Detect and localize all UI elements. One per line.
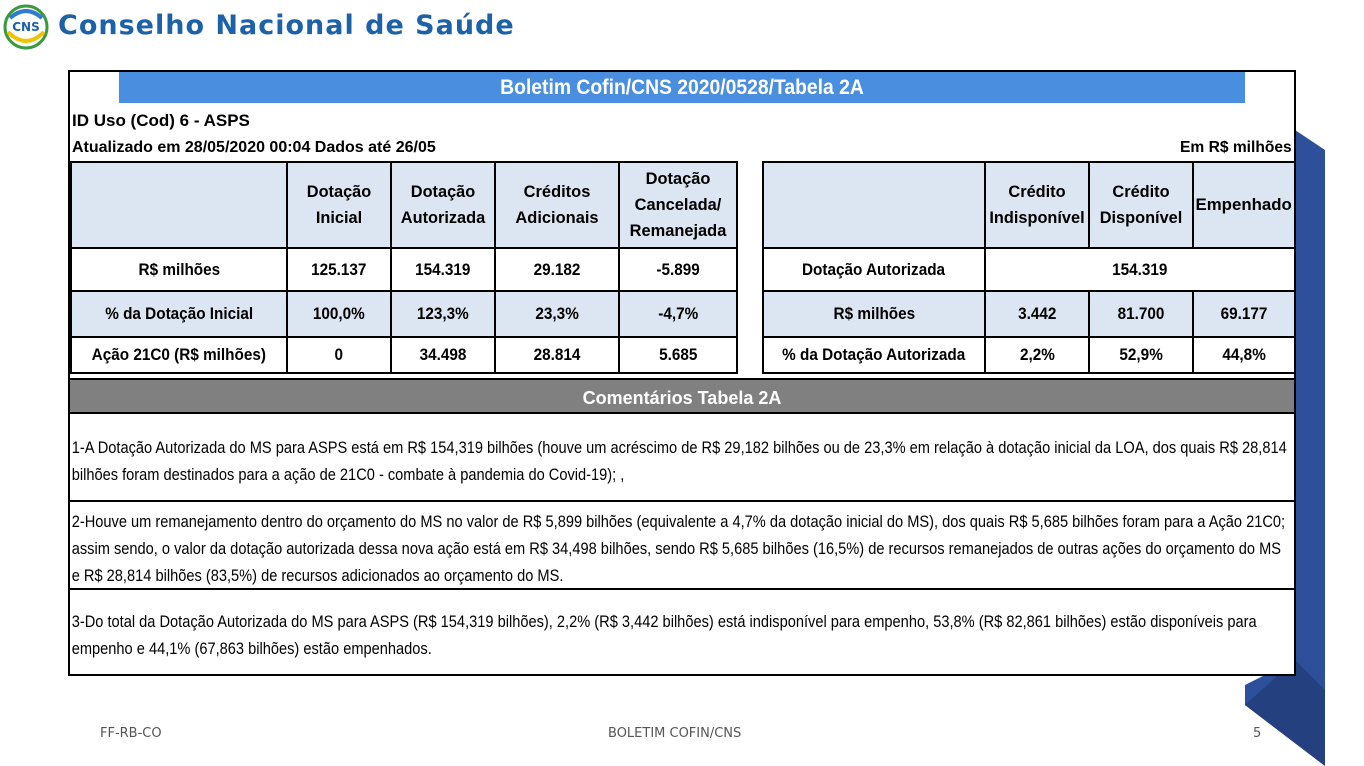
table-row: Ação 21C0 (R$ milhões) 0 34.498 28.814 5… [70, 336, 738, 374]
header-creditos-adicionais: Créditos Adicionais [494, 161, 620, 249]
header-credito-indisponivel: Crédito Indisponível [984, 161, 1090, 249]
cell: 2,2% [984, 336, 1090, 374]
header-empenhado: Empenhado [1192, 161, 1296, 249]
cell: 100,0% [286, 290, 392, 338]
row-label: R$ milhões [70, 247, 288, 292]
header-dotacao-cancelada: Dotação Cancelada/ Remanejada [618, 161, 738, 249]
budget-table: Dotação Inicial Dotação Autorizada Crédi… [70, 161, 738, 374]
header-empty [70, 161, 288, 249]
cell: 154.319 [390, 247, 496, 292]
cell: 0 [286, 336, 392, 374]
cell: -4,7% [618, 290, 738, 338]
table-row: R$ milhões 3.442 81.700 69.177 [762, 290, 1296, 338]
cell: 52,9% [1088, 336, 1194, 374]
cell: 81.700 [1088, 290, 1194, 338]
cell: 125.137 [286, 247, 392, 292]
comments-header: Comentários Tabela 2A [70, 378, 1294, 414]
comment-1: 1-A Dotação Autorizada do MS para ASPS e… [71, 438, 1287, 484]
cell: 28.814 [494, 336, 620, 374]
footer-title: BOLETIM COFIN/CNS [608, 726, 742, 741]
comment-divider [70, 500, 1294, 502]
table-row: R$ milhões 125.137 154.319 29.182 -5.899 [70, 247, 738, 292]
unit-line: Em R$ milhões [1180, 139, 1292, 156]
updated-line: Atualizado em 28/05/2020 00:04 Dados até… [72, 139, 436, 156]
cell: 69.177 [1192, 290, 1296, 338]
header-dotacao-inicial: Dotação Inicial [286, 161, 392, 249]
cell: 29.182 [494, 247, 620, 292]
cns-logo: CNS [3, 4, 49, 50]
table-row: % da Dotação Inicial 100,0% 123,3% 23,3%… [70, 290, 738, 338]
cell: 123,3% [390, 290, 496, 338]
cell: 44,8% [1192, 336, 1296, 374]
cell: 23,3% [494, 290, 620, 338]
row-label: Dotação Autorizada [762, 247, 986, 292]
table-row: Dotação Autorizada 154.319 [762, 247, 1296, 292]
cell: -5.899 [618, 247, 738, 292]
bulletin-title: Boletim Cofin/CNS 2020/0528/Tabela 2A [118, 72, 1246, 103]
comment-divider [70, 588, 1294, 590]
header-credito-disponivel: Crédito Disponível [1088, 161, 1194, 249]
decorative-ribbon [1245, 130, 1325, 766]
logo-text: CNS [12, 20, 40, 34]
cell: 3.442 [984, 290, 1090, 338]
id-line: ID Uso (Cod) 6 - ASPS [72, 111, 250, 130]
bulletin-sheet: Boletim Cofin/CNS 2020/0528/Tabela 2A ID… [68, 70, 1296, 676]
header-empty [762, 161, 986, 249]
credit-table: Crédito Indisponível Crédito Disponível … [762, 161, 1296, 374]
comment-2: 2-Houve um remanejamento dentro do orçam… [71, 512, 1286, 585]
row-label: Ação 21C0 (R$ milhões) [70, 336, 288, 374]
row-label: R$ milhões [762, 290, 986, 338]
cell: 154.319 [984, 247, 1296, 292]
row-label: % da Dotação Inicial [70, 290, 288, 338]
header-dotacao-autorizada: Dotação Autorizada [390, 161, 496, 249]
row-label: % da Dotação Autorizada [762, 336, 986, 374]
org-title: Conselho Nacional de Saúde [58, 10, 515, 41]
cell: 5.685 [618, 336, 738, 374]
comment-3: 3-Do total da Dotação Autorizada do MS p… [71, 612, 1257, 658]
table-row: % da Dotação Autorizada 2,2% 52,9% 44,8% [762, 336, 1296, 374]
page-number: 5 [1253, 726, 1262, 741]
footer-code: FF-RB-CO [100, 726, 162, 741]
cell: 34.498 [390, 336, 496, 374]
